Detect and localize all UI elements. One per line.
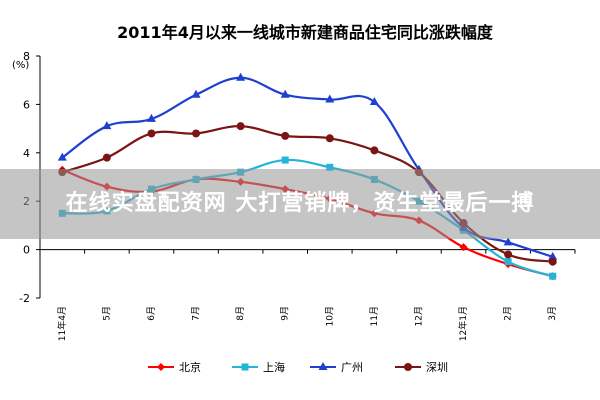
y-tick-label: -2 — [19, 292, 30, 305]
x-tick-label: 9月 — [280, 306, 291, 321]
data-point — [370, 146, 379, 155]
legend: 北京 上海 广州 深圳 — [148, 360, 448, 374]
data-point — [147, 129, 156, 138]
legend-item: 上海 — [232, 360, 285, 374]
y-tick-label: 8 — [23, 50, 30, 63]
data-point — [191, 89, 201, 98]
data-point — [503, 237, 513, 246]
x-tick-label: 12年1月 — [457, 306, 469, 341]
legend-item: 广州 — [310, 361, 363, 374]
x-tick-label: 8月 — [235, 306, 246, 321]
x-tick-label: 10月 — [324, 306, 335, 326]
legend-marker — [157, 363, 165, 371]
data-point — [504, 250, 513, 259]
data-point — [236, 72, 246, 81]
legend-label: 北京 — [179, 360, 201, 374]
chart-title: 2011年4月以来一线城市新建商品住宅同比涨跌幅度 — [117, 23, 494, 42]
y-tick-label: 0 — [23, 244, 30, 257]
data-point — [326, 163, 334, 171]
y-tick-label: 6 — [23, 98, 30, 111]
x-tick-label: 11年4月 — [56, 306, 68, 341]
data-point — [281, 156, 289, 164]
data-point — [57, 152, 67, 161]
axes: -20246811年4月5月6月7月8月9月10月11月12月12年1月2月3月 — [19, 50, 576, 341]
data-point — [280, 89, 290, 98]
data-point — [459, 243, 468, 252]
legend-label: 广州 — [341, 361, 363, 374]
legend-label: 上海 — [263, 360, 285, 374]
data-point — [504, 258, 512, 266]
legend-label: 深圳 — [426, 361, 448, 374]
legend-marker — [318, 362, 328, 370]
data-point — [325, 94, 335, 103]
overlay-banner: 在线实盘配资网 大打营销牌，资生堂最后一搏 — [0, 169, 600, 239]
data-point — [548, 251, 558, 260]
data-point — [281, 131, 290, 140]
data-point — [325, 134, 334, 143]
y-axis-unit: (%) — [12, 60, 29, 71]
x-tick-label: 3月 — [547, 306, 558, 321]
x-tick-label: 7月 — [191, 306, 202, 321]
data-point — [236, 122, 245, 131]
data-point — [146, 113, 156, 122]
x-tick-label: 6月 — [146, 306, 157, 321]
y-tick-label: 4 — [23, 147, 30, 160]
x-tick-label: 11月 — [369, 306, 380, 326]
legend-marker — [404, 363, 412, 371]
overlay-caption: 在线实盘配资网 大打营销牌，资生堂最后一搏 — [65, 191, 535, 216]
x-tick-label: 12月 — [413, 306, 424, 326]
data-point — [102, 153, 111, 162]
legend-item: 北京 — [148, 360, 201, 374]
data-point — [549, 272, 557, 280]
data-point — [192, 129, 201, 138]
data-point — [102, 121, 112, 130]
x-tick-label: 2月 — [503, 306, 514, 321]
x-tick-label: 5月 — [101, 306, 112, 321]
legend-marker — [241, 363, 249, 371]
data-point — [369, 96, 379, 105]
data-point — [548, 257, 557, 266]
legend-item: 深圳 — [395, 361, 448, 374]
